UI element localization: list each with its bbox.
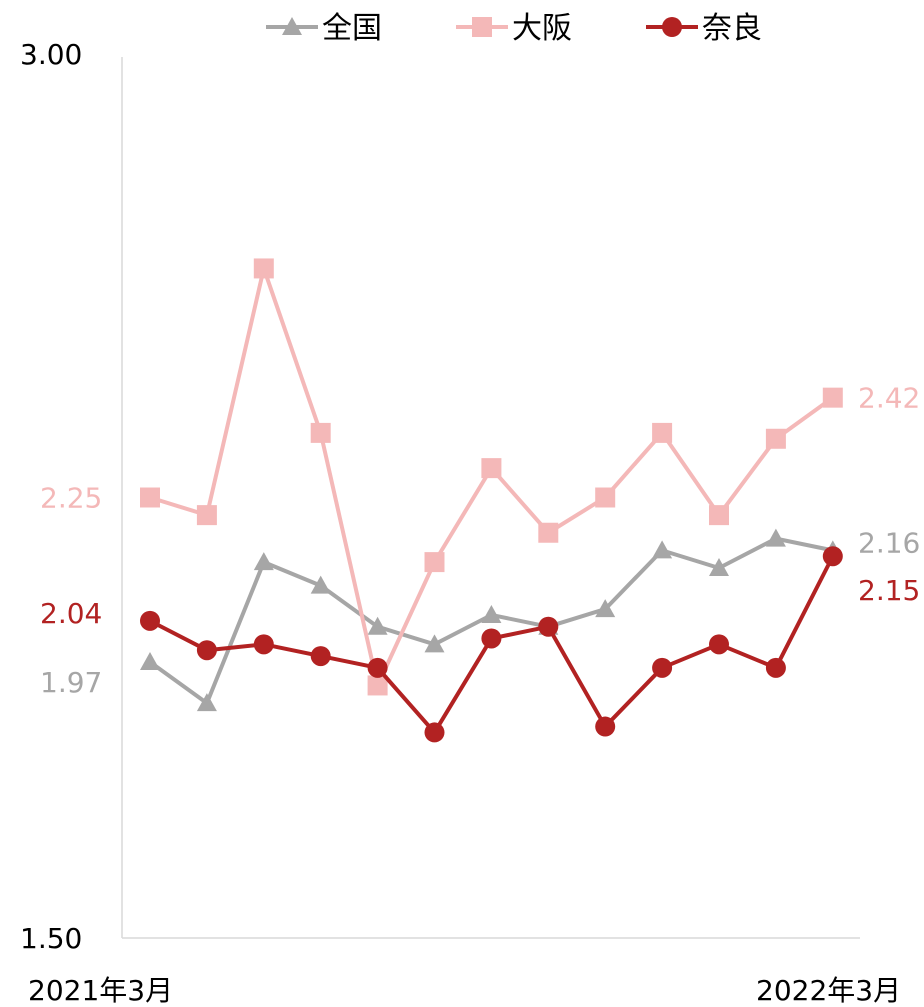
data-point-osaka <box>822 387 843 408</box>
legend-item-osaka: 大阪 <box>456 11 572 46</box>
data-point-national <box>652 540 673 559</box>
data-point-osaka <box>196 505 217 526</box>
data-labels: 1.97 2.16 2.25 2.42 2.04 2.15 <box>40 382 920 699</box>
data-point-nara <box>424 722 445 743</box>
data-point-national <box>709 557 729 576</box>
legend-label-nara: 奈良 <box>702 11 762 46</box>
legend-marker-nara <box>662 17 682 37</box>
data-point-national <box>253 552 274 571</box>
data-point-nara <box>140 610 160 631</box>
legend-marker-national <box>282 17 302 35</box>
series-layer <box>140 258 843 743</box>
series-nara <box>140 546 843 743</box>
legend-marker-osaka <box>472 17 492 37</box>
legend-item-national: 全国 <box>266 11 382 46</box>
data-point-national <box>196 693 217 712</box>
end-value-label-national: 2.16 <box>858 526 920 559</box>
data-point-national <box>140 651 160 670</box>
data-point-nara <box>538 616 559 637</box>
data-point-nara <box>253 634 274 655</box>
chart-axes <box>121 57 860 939</box>
data-point-osaka <box>367 675 388 696</box>
legend-label-osaka: 大阪 <box>512 11 572 46</box>
data-point-nara <box>367 657 388 678</box>
data-point-osaka <box>538 522 559 543</box>
data-point-osaka <box>310 422 331 443</box>
data-point-nara <box>595 716 616 737</box>
data-point-osaka <box>140 487 160 508</box>
data-point-osaka <box>253 258 274 279</box>
y-tick-label-max: 3.00 <box>20 38 82 71</box>
x-tick-label-end: 2022年3月 <box>756 974 901 1007</box>
legend-label-national: 全国 <box>322 11 382 46</box>
data-point-national <box>765 528 786 547</box>
data-point-nara <box>310 646 331 667</box>
data-point-nara <box>709 634 729 655</box>
data-point-osaka <box>595 487 616 508</box>
legend-item-nara: 奈良 <box>646 11 762 46</box>
series-osaka <box>140 258 843 696</box>
data-point-nara <box>196 640 217 661</box>
data-point-osaka <box>765 428 786 449</box>
x-tick-label-start: 2021年3月 <box>28 974 173 1007</box>
start-value-label-osaka: 2.25 <box>40 482 102 515</box>
data-point-national <box>424 634 445 653</box>
end-value-label-osaka: 2.42 <box>858 382 920 415</box>
start-value-label-national: 1.97 <box>40 666 102 699</box>
y-tick-label-min: 1.50 <box>20 922 82 955</box>
data-point-osaka <box>481 458 502 479</box>
data-point-national <box>367 616 388 635</box>
data-point-nara <box>481 628 502 649</box>
data-point-nara <box>652 657 673 678</box>
data-point-nara <box>765 657 786 678</box>
data-point-national <box>481 604 502 623</box>
end-value-label-nara: 2.15 <box>858 574 920 607</box>
data-point-national <box>595 599 616 618</box>
data-point-nara <box>822 546 843 567</box>
data-point-osaka <box>652 422 673 443</box>
tick-labels: 3.00 1.50 2021年3月 2022年3月 <box>20 38 901 1007</box>
start-value-label-nara: 2.04 <box>40 597 102 630</box>
data-point-osaka <box>709 505 729 526</box>
data-point-national <box>310 575 331 594</box>
data-point-osaka <box>424 552 445 573</box>
series-national <box>140 528 843 712</box>
legend: 全国 大阪 奈良 <box>266 11 762 46</box>
